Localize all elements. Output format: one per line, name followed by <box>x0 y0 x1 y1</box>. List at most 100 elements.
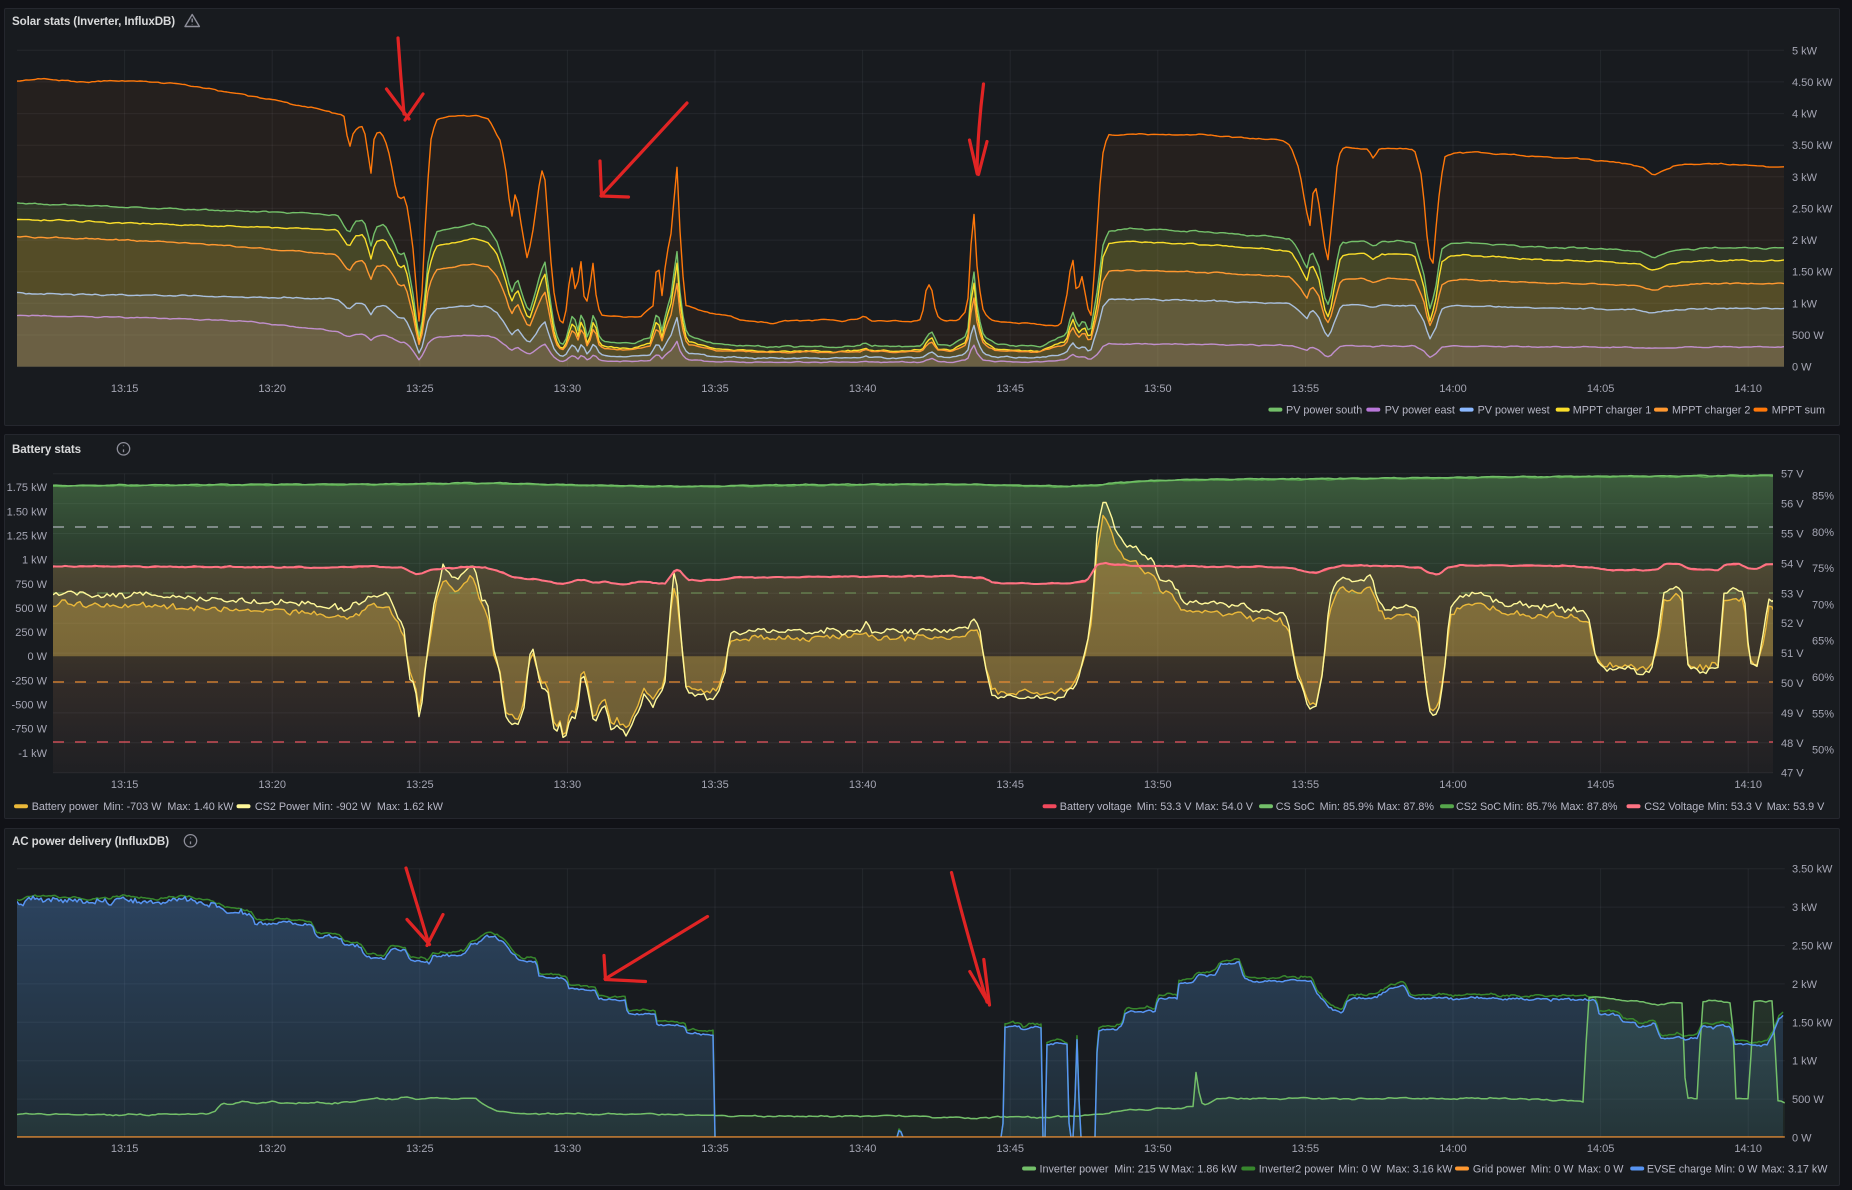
svg-text:13:55: 13:55 <box>1292 1143 1320 1155</box>
svg-text:Min: 0 W: Min: 0 W <box>1715 1163 1758 1175</box>
svg-text:MPPT sum: MPPT sum <box>1772 404 1825 416</box>
svg-text:14:05: 14:05 <box>1587 1143 1615 1155</box>
svg-text:Max: 1.40 kW: Max: 1.40 kW <box>167 801 234 813</box>
svg-text:13:20: 13:20 <box>258 383 286 395</box>
svg-text:1.25 kW: 1.25 kW <box>7 531 48 543</box>
svg-text:PV power south: PV power south <box>1286 404 1362 416</box>
svg-text:1.50 kW: 1.50 kW <box>1792 267 1833 279</box>
svg-text:13:45: 13:45 <box>996 383 1024 395</box>
svg-text:Min: 85.7%: Min: 85.7% <box>1503 801 1557 813</box>
svg-text:MPPT charger 2: MPPT charger 2 <box>1672 404 1750 416</box>
svg-text:13:55: 13:55 <box>1292 779 1320 791</box>
svg-text:55%: 55% <box>1812 708 1834 720</box>
svg-text:14:00: 14:00 <box>1439 383 1467 395</box>
svg-text:Inverter power: Inverter power <box>1040 1163 1109 1175</box>
svg-text:54 V: 54 V <box>1781 558 1804 570</box>
svg-text:-1 kW: -1 kW <box>18 748 47 760</box>
svg-text:47 V: 47 V <box>1781 768 1804 780</box>
svg-text:75%: 75% <box>1812 563 1834 575</box>
svg-text:750 W: 750 W <box>15 579 47 591</box>
svg-text:3.50 kW: 3.50 kW <box>1792 140 1833 152</box>
svg-text:Grid power: Grid power <box>1473 1163 1526 1175</box>
svg-text:Min: 53.3 V: Min: 53.3 V <box>1137 801 1192 813</box>
svg-text:4 kW: 4 kW <box>1792 109 1818 121</box>
svg-text:57 V: 57 V <box>1781 469 1804 481</box>
svg-text:Battery stats: Battery stats <box>12 443 81 456</box>
svg-text:Min: 53.3 V: Min: 53.3 V <box>1708 801 1763 813</box>
svg-text:-250 W: -250 W <box>12 675 48 687</box>
svg-text:14:10: 14:10 <box>1734 779 1762 791</box>
svg-text:14:05: 14:05 <box>1587 383 1615 395</box>
svg-text:14:00: 14:00 <box>1439 1143 1467 1155</box>
svg-text:1.50 kW: 1.50 kW <box>7 506 48 518</box>
svg-text:13:30: 13:30 <box>554 779 582 791</box>
svg-text:3.50 kW: 3.50 kW <box>1792 864 1833 876</box>
svg-text:13:20: 13:20 <box>258 779 286 791</box>
svg-text:13:40: 13:40 <box>849 1143 877 1155</box>
svg-text:Max: 1.86 kW: Max: 1.86 kW <box>1171 1163 1238 1175</box>
svg-text:0 W: 0 W <box>1792 1133 1812 1145</box>
svg-text:Max: 1.62 kW: Max: 1.62 kW <box>377 801 444 813</box>
svg-text:13:50: 13:50 <box>1144 383 1172 395</box>
svg-text:13:40: 13:40 <box>849 779 877 791</box>
svg-text:13:20: 13:20 <box>258 1143 286 1155</box>
svg-text:Max: 3.17 kW: Max: 3.17 kW <box>1762 1163 1829 1175</box>
svg-text:13:50: 13:50 <box>1144 779 1172 791</box>
svg-text:13:35: 13:35 <box>701 779 729 791</box>
svg-text:13:15: 13:15 <box>111 779 139 791</box>
svg-text:-750 W: -750 W <box>12 724 48 736</box>
svg-text:Min: -902 W: Min: -902 W <box>313 801 372 813</box>
svg-text:1 kW: 1 kW <box>22 555 48 567</box>
svg-text:-500 W: -500 W <box>12 700 48 712</box>
svg-text:14:10: 14:10 <box>1734 1143 1762 1155</box>
svg-text:2.50 kW: 2.50 kW <box>1792 203 1833 215</box>
svg-text:4.50 kW: 4.50 kW <box>1792 77 1833 89</box>
svg-text:500 W: 500 W <box>15 603 47 615</box>
svg-text:2.50 kW: 2.50 kW <box>1792 941 1833 953</box>
svg-text:Max: 3.16 kW: Max: 3.16 kW <box>1386 1163 1453 1175</box>
svg-text:50%: 50% <box>1812 745 1834 757</box>
svg-text:52 V: 52 V <box>1781 618 1804 630</box>
svg-text:50 V: 50 V <box>1781 678 1804 690</box>
svg-text:13:55: 13:55 <box>1292 383 1320 395</box>
svg-text:13:40: 13:40 <box>849 383 877 395</box>
svg-text:Solar stats (Inverter, InfluxD: Solar stats (Inverter, InfluxDB) <box>12 15 175 28</box>
svg-text:1.50 kW: 1.50 kW <box>1792 1017 1833 1029</box>
svg-text:Max: 0 W: Max: 0 W <box>1578 1163 1624 1175</box>
svg-text:EVSE charge: EVSE charge <box>1647 1163 1712 1175</box>
svg-text:55 V: 55 V <box>1781 529 1804 541</box>
svg-text:3 kW: 3 kW <box>1792 172 1818 184</box>
svg-text:65%: 65% <box>1812 636 1834 648</box>
svg-text:Inverter2 power: Inverter2 power <box>1259 1163 1334 1175</box>
svg-text:13:45: 13:45 <box>996 779 1024 791</box>
svg-text:13:45: 13:45 <box>996 1143 1024 1155</box>
svg-text:13:30: 13:30 <box>554 383 582 395</box>
svg-text:500 W: 500 W <box>1792 330 1824 342</box>
svg-text:13:15: 13:15 <box>111 1143 139 1155</box>
svg-text:53 V: 53 V <box>1781 588 1804 600</box>
svg-text:PV power east: PV power east <box>1385 404 1455 416</box>
svg-text:85%: 85% <box>1812 491 1834 503</box>
svg-text:Min: 0 W: Min: 0 W <box>1531 1163 1574 1175</box>
svg-text:13:50: 13:50 <box>1144 1143 1172 1155</box>
svg-text:CS2 Voltage: CS2 Voltage <box>1644 801 1704 813</box>
svg-text:250 W: 250 W <box>15 627 47 639</box>
svg-text:13:30: 13:30 <box>554 1143 582 1155</box>
svg-text:80%: 80% <box>1812 527 1834 539</box>
svg-text:14:00: 14:00 <box>1439 779 1467 791</box>
svg-text:CS2 SoC: CS2 SoC <box>1456 801 1501 813</box>
svg-text:2 kW: 2 kW <box>1792 979 1818 991</box>
svg-text:Min: 85.9%: Min: 85.9% <box>1320 801 1374 813</box>
svg-text:Min: 0 W: Min: 0 W <box>1338 1163 1381 1175</box>
svg-text:14:10: 14:10 <box>1734 383 1762 395</box>
svg-text:3 kW: 3 kW <box>1792 902 1818 914</box>
svg-text:60%: 60% <box>1812 672 1834 684</box>
svg-text:Max: 53.9 V: Max: 53.9 V <box>1767 801 1825 813</box>
svg-text:13:35: 13:35 <box>701 1143 729 1155</box>
svg-text:2 kW: 2 kW <box>1792 235 1818 247</box>
svg-text:Max: 54.0 V: Max: 54.0 V <box>1195 801 1253 813</box>
svg-text:51 V: 51 V <box>1781 648 1804 660</box>
svg-text:1 kW: 1 kW <box>1792 1056 1818 1068</box>
svg-text:Min: -703 W: Min: -703 W <box>103 801 162 813</box>
svg-text:70%: 70% <box>1812 599 1834 611</box>
